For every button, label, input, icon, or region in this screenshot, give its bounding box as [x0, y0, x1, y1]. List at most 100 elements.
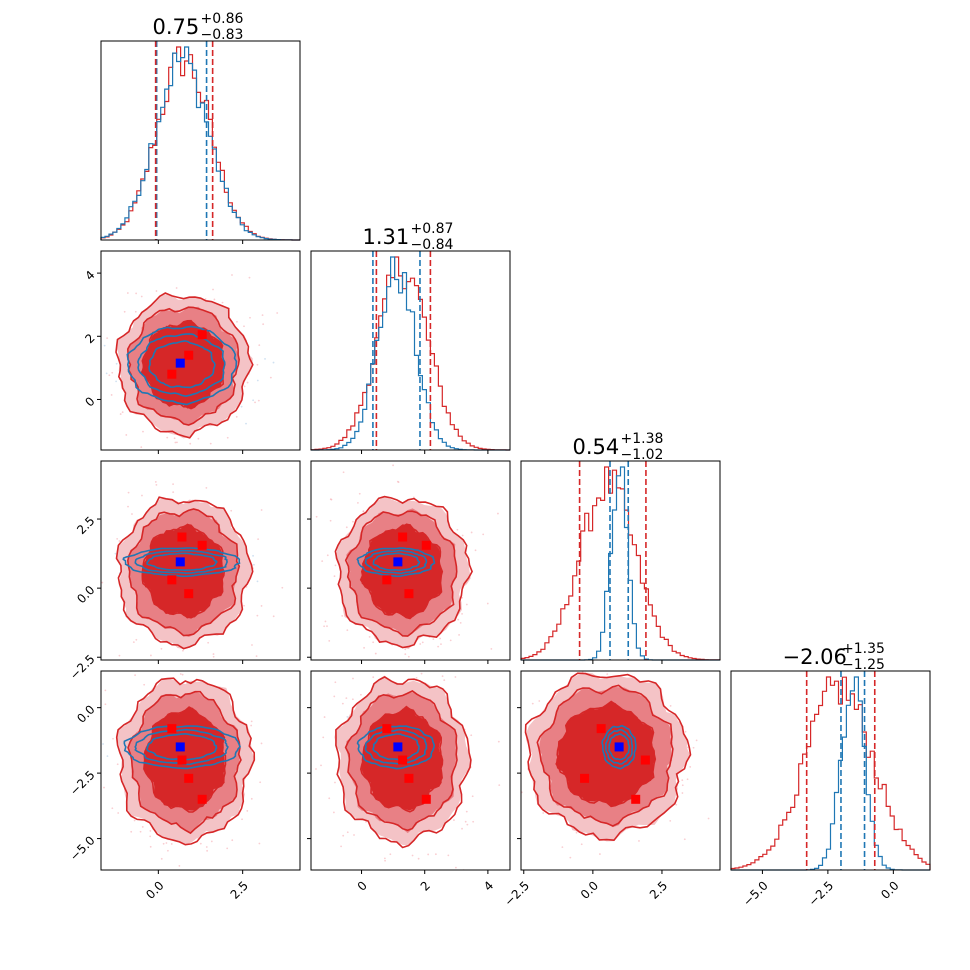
sample-point-red	[199, 842, 202, 845]
sample-point-red	[538, 700, 541, 702]
sample-point-red	[461, 827, 463, 830]
sample-point-red	[498, 784, 501, 787]
sample-point-red	[454, 866, 457, 869]
sample-point-red	[328, 797, 331, 800]
sample-point-red	[588, 666, 590, 668]
sample-point-red	[454, 676, 457, 678]
sample-point-red	[321, 560, 324, 563]
sample-point-red	[257, 538, 260, 541]
sample-point-red	[135, 638, 138, 641]
sample-point-red	[368, 635, 371, 638]
sample-point-red	[262, 323, 265, 326]
histogram-blue-3	[731, 676, 930, 871]
sample-point-red	[103, 786, 105, 789]
contour-line-blue	[122, 547, 241, 578]
panel-title-minus: −0.84	[411, 237, 454, 253]
sample-point-red	[91, 606, 93, 608]
sample-point-red	[178, 864, 181, 867]
sample-point-red	[441, 672, 443, 674]
x-tick-label: −2.5	[806, 878, 837, 909]
panel-title-minus: −1.02	[621, 447, 664, 463]
sample-point-red	[127, 491, 130, 494]
sample-point-red	[146, 247, 148, 249]
marker-red	[167, 724, 177, 734]
sample-point-red	[251, 644, 253, 646]
sample-point-red	[675, 803, 678, 806]
panel-frame	[310, 460, 511, 661]
sample-point-red	[488, 768, 490, 770]
sample-point-red	[329, 519, 332, 522]
sample-point-red	[465, 810, 468, 813]
panel-frame	[100, 40, 301, 241]
sample-point-red	[490, 764, 492, 766]
sample-point-red	[243, 325, 245, 328]
sample-point-red	[417, 857, 420, 860]
sample-point-red	[119, 413, 122, 415]
sample-point-red	[436, 663, 438, 665]
marker-red	[382, 575, 392, 585]
sample-point-red	[470, 734, 473, 737]
sample-point-red	[169, 666, 171, 668]
sample-point-red	[323, 716, 326, 718]
sample-point-red	[333, 695, 336, 698]
sample-point-blue	[240, 405, 243, 408]
sample-point-red	[446, 873, 448, 875]
sample-point-red	[638, 840, 640, 842]
sample-point-red	[210, 840, 213, 843]
sample-point-red	[205, 487, 208, 489]
contour-line-blue	[146, 732, 218, 761]
sample-point-blue	[93, 765, 95, 767]
sample-point-blue	[256, 580, 259, 583]
sample-point-red	[200, 661, 202, 663]
sample-point-red	[94, 389, 96, 391]
sample-point-red	[281, 586, 284, 589]
marker-red	[640, 755, 650, 765]
sample-point-red	[392, 464, 394, 467]
sample-point-red	[162, 842, 165, 845]
sample-point-red	[742, 816, 744, 818]
sample-point-red	[497, 740, 500, 743]
sample-point-red	[352, 520, 354, 523]
sample-point-red	[149, 845, 152, 848]
sample-point-red	[323, 625, 326, 628]
marker-red	[167, 575, 177, 585]
histogram-blue-2	[521, 466, 720, 661]
contour-line-blue	[356, 725, 436, 770]
sample-point-red	[175, 287, 178, 289]
sample-point-red	[371, 678, 373, 680]
sample-point-red	[117, 812, 120, 814]
joint-panel-2_0	[91, 481, 284, 668]
sample-point-blue	[115, 380, 118, 383]
sample-point-blue	[253, 563, 255, 566]
sample-point-red	[465, 603, 468, 606]
sample-point-red	[260, 742, 263, 745]
sample-point-red	[669, 819, 672, 822]
sample-point-red	[453, 819, 455, 821]
sample-point-red	[226, 847, 229, 850]
contour-line-red	[140, 319, 225, 410]
y-tick-label: 0.0	[74, 583, 97, 606]
sample-point-red	[197, 437, 200, 440]
contour-line-red	[536, 684, 674, 827]
sample-point-red	[404, 653, 407, 656]
sample-point-red	[230, 509, 233, 512]
sample-point-red	[471, 795, 474, 798]
sample-point-red	[324, 620, 327, 623]
sample-point-blue	[106, 755, 109, 758]
sample-point-red	[681, 792, 684, 794]
sample-point-red	[243, 604, 245, 607]
panel-title-plus: +0.86	[201, 11, 244, 27]
sample-point-blue	[102, 743, 104, 745]
sample-point-red	[166, 436, 169, 439]
sample-point-red	[255, 655, 258, 658]
sample-point-red	[683, 838, 686, 841]
sample-point-red	[357, 501, 359, 504]
y-tick-label: 2	[82, 331, 97, 346]
sample-point-red	[154, 481, 157, 483]
sample-point-red	[127, 505, 129, 508]
sample-point-red	[353, 834, 355, 836]
sample-point-red	[160, 647, 163, 650]
sample-point-blue	[252, 399, 255, 402]
sample-point-red	[231, 839, 234, 842]
contour-line-red	[344, 689, 458, 832]
